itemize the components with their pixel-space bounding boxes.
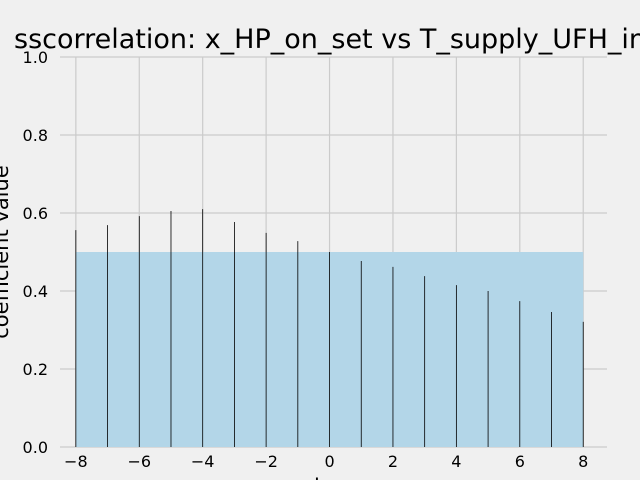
x-tick-label: 8	[578, 452, 588, 471]
y-tick-label: 0.4	[23, 282, 48, 301]
y-tick-label: 1.0	[23, 48, 48, 67]
chart-title: sscorrelation: x_HP_on_set vs T_supply_U…	[14, 24, 640, 55]
x-axis-label: lag	[314, 475, 346, 480]
x-tick-label: −6	[127, 452, 151, 471]
y-tick-label: 0.6	[23, 204, 48, 223]
x-tick-label: −2	[254, 452, 278, 471]
x-tick-label: −4	[191, 452, 215, 471]
y-axis-label: coefficient value	[0, 165, 13, 339]
x-tick-label: −8	[64, 452, 88, 471]
x-tick-label: 4	[451, 452, 461, 471]
x-tick-label: 0	[324, 452, 334, 471]
y-tick-label: 0.8	[23, 126, 48, 145]
x-tick-label: 2	[388, 452, 398, 471]
x-tick-label: 6	[515, 452, 525, 471]
y-tick-label: 0.0	[23, 438, 48, 457]
y-tick-label: 0.2	[23, 360, 48, 379]
